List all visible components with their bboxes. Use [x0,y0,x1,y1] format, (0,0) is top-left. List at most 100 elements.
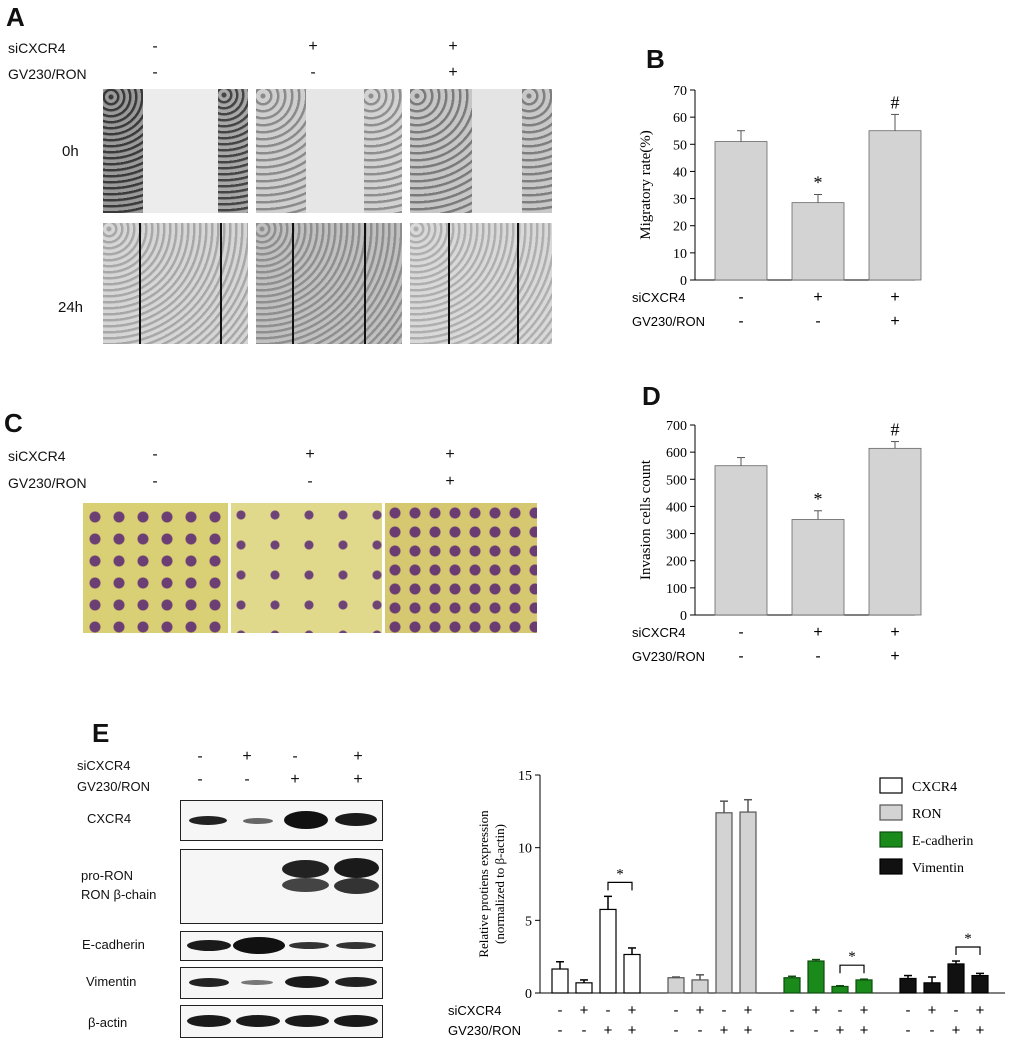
y-tick-label: 200 [666,555,687,570]
legend-swatch [879,858,903,875]
bar [855,979,873,994]
c-row-label-gv230: GV230/RON [8,475,87,491]
blot-label-beta-actin: β-actin [88,1015,128,1030]
bar [791,202,845,281]
factor-label: GV230/RON [632,649,705,664]
bar [947,963,965,994]
legend-label: RON [912,807,942,822]
factor-label: siCXCR4 [448,1003,501,1018]
factor-sign: + [744,1002,753,1019]
a-time-label-24h: 24h [58,299,84,316]
factor-sign: + [860,1022,869,1039]
y-axis-label: Relative protiens expression [476,810,491,958]
y-axis-label: Migratory rate(%) [638,130,654,240]
factor-sign: + [928,1002,937,1019]
c-row-label-sicxcr4: siCXCR4 [8,448,66,464]
factor-sign: + [812,1002,821,1019]
y-axis-label: Invasion cells count [638,459,654,580]
scratch-image-24h-sicxcr4-gv230 [410,223,552,344]
y-tick-label: 600 [666,446,687,461]
e-sign: - [197,771,203,788]
y-tick-label: 60 [673,111,687,126]
migratory-rate-chart: 0 10 20 30 40 50 60 70 Migratory rate(%) - - * + - # + +… [632,84,922,330]
bar [551,968,569,994]
factor-sign: - [738,289,743,306]
bar [807,960,825,994]
a-row-label-gv230: GV230/RON [8,66,87,82]
factor-sign: - [815,648,820,665]
significance-mark: * [814,173,823,193]
y-tick-label: 300 [666,528,687,543]
factor-sign: - [906,1002,911,1019]
y-tick-label: 0 [525,987,532,1002]
legend-label: CXCR4 [912,780,957,795]
y-tick-label: 0 [680,609,687,624]
y-tick-label: 30 [673,193,687,208]
panel-letter-a: A [6,2,25,32]
panel-letter-d: D [642,381,661,411]
bar [667,977,685,994]
scratch-image-24h-sicxcr4 [256,223,402,344]
factor-sign: + [744,1022,753,1039]
significance-bracket [955,946,981,956]
y-tick-label: 50 [673,138,687,153]
factor-sign: - [790,1022,795,1039]
bar [714,465,768,616]
factor-sign: - [738,648,743,665]
factor-label: GV230/RON [448,1023,521,1038]
scratch-image-0h-sicxcr4-gv230 [410,89,552,213]
e-sign: - [197,748,203,765]
y-tick-label: 5 [525,914,532,929]
factor-sign: + [860,1002,869,1019]
significance-mark: * [814,489,823,509]
c-sign: - [152,446,158,463]
factor-sign: + [720,1022,729,1039]
scratch-image-24h-control [103,223,248,344]
bar [575,982,593,994]
factor-sign: + [580,1002,589,1019]
factor-sign: + [890,624,899,641]
a-row-label-sicxcr4: siCXCR4 [8,40,66,56]
factor-sign: + [628,1022,637,1039]
invasion-image-control [83,503,228,633]
y-tick-label: 500 [666,473,687,488]
c-sign: - [152,473,158,490]
e-sign: + [290,771,300,788]
bar [831,985,849,994]
blot-e-cadherin [180,931,383,961]
invasion-image-sicxcr4-gv230 [385,503,537,633]
factor-label: siCXCR4 [632,290,685,305]
factor-sign: - [906,1022,911,1039]
bar [899,977,917,994]
a-sign: + [448,64,458,81]
c-sign: + [445,446,455,463]
y-tick-label: 40 [673,165,687,180]
factor-sign: - [738,313,743,330]
factor-sign: - [674,1002,679,1019]
factor-sign: + [604,1022,613,1039]
c-sign: + [305,446,315,463]
factor-sign: + [696,1002,705,1019]
blot-label-cxcr4: CXCR4 [87,811,132,826]
factor-sign: - [738,624,743,641]
significance-bracket [839,964,865,974]
factor-sign: - [838,1002,843,1019]
a-sign: - [152,64,158,81]
factor-sign: + [890,648,899,665]
factor-sign: - [698,1022,703,1039]
panel-letter-c: C [4,408,23,438]
bar [923,982,941,994]
e-sign: - [244,771,250,788]
blot-label-vimentin: Vimentin [86,974,137,989]
y-axis-label-line2: (normalized to β-actin) [492,824,507,944]
e-row-label-gv230: GV230/RON [77,779,150,794]
factor-sign: - [954,1002,959,1019]
protein-expression-chart: 0 5 10 15 Relative protiens expression (norma… [448,769,1005,1039]
y-tick-label: 400 [666,500,687,515]
factor-sign: - [606,1002,611,1019]
blot-ron [180,849,383,924]
factor-sign: - [815,313,820,330]
bar [791,519,845,616]
blot-beta-actin [180,1005,383,1038]
bar [868,447,922,616]
